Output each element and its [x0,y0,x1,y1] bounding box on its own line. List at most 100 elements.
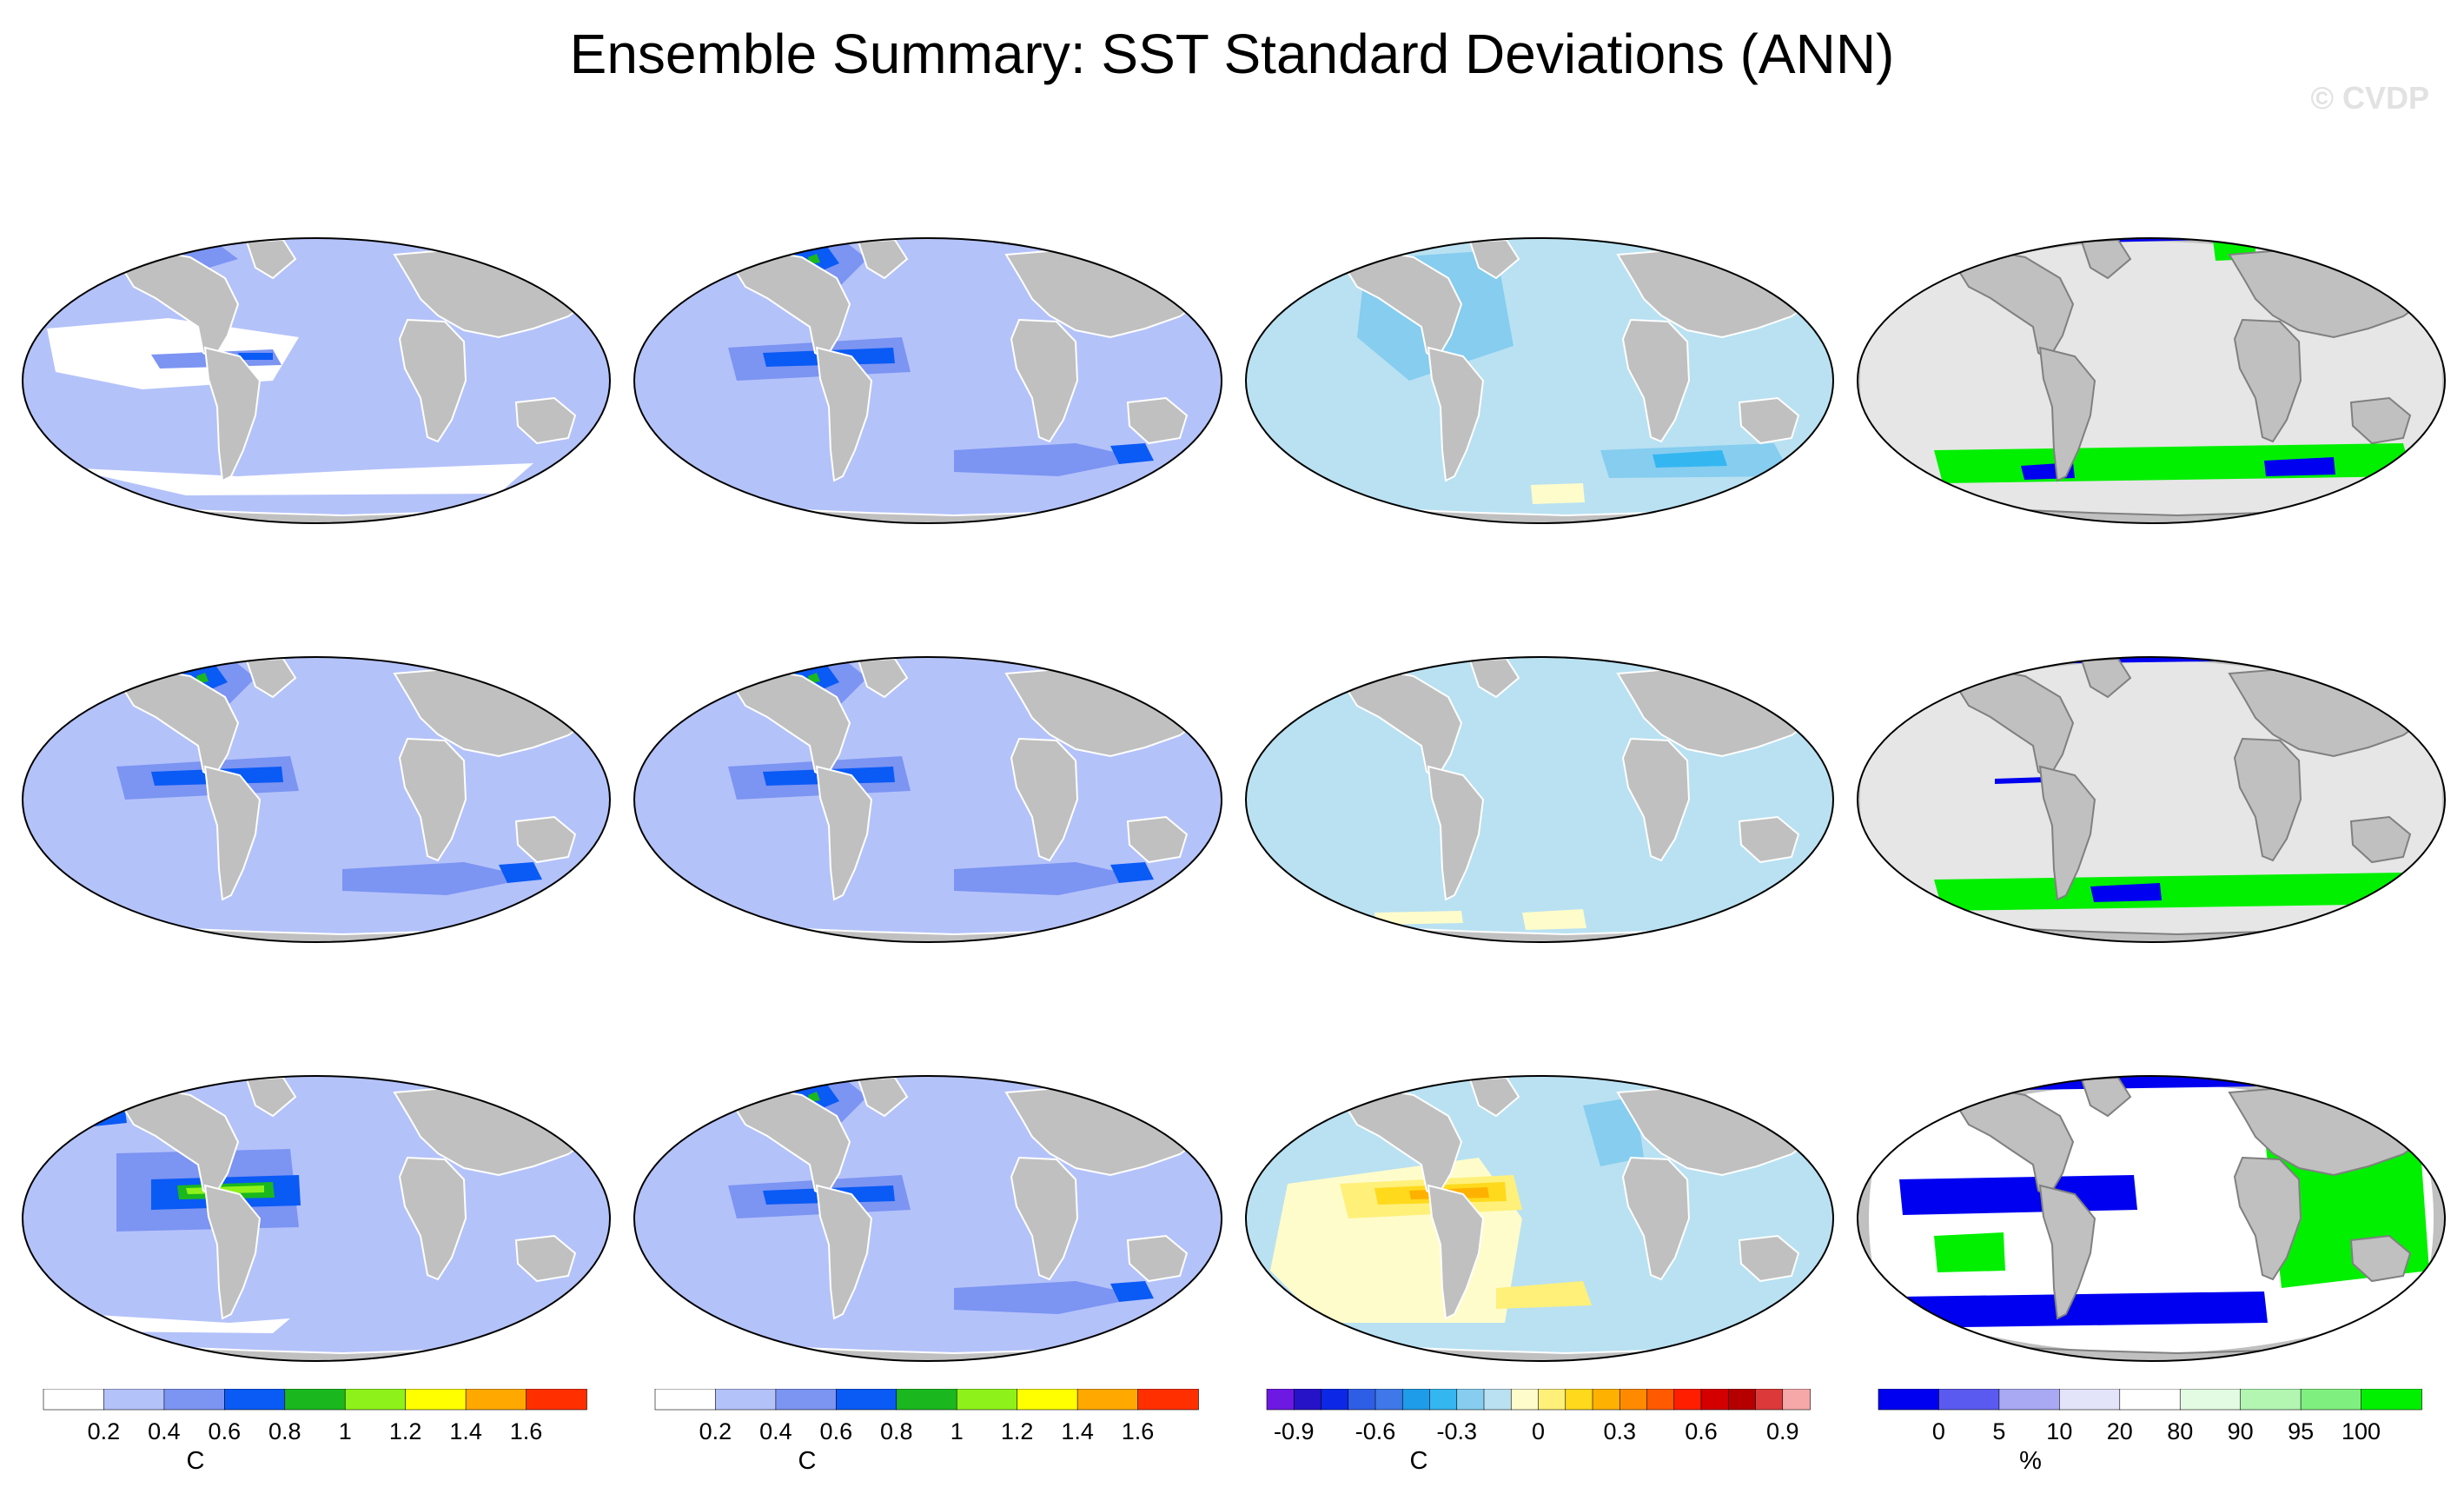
contour-region [1934,1232,2005,1272]
contour-region [2090,883,2162,902]
land-south-america [815,1184,873,1320]
colorbar-tick-label: 0.3 [1603,1418,1636,1444]
colorbar-tick-label: 80 [2167,1418,2193,1444]
contour-region [1522,909,1586,930]
colorbar-tick-label: -0.9 [1274,1418,1315,1444]
colorbar-swatch [1456,1389,1485,1411]
land-africa [398,737,467,862]
land-south-america [203,765,262,901]
land-australia [514,396,577,445]
world-map [1857,237,2446,524]
land-africa [1621,318,1691,443]
colorbar-swatch [896,1389,958,1411]
land-australia [1738,1234,1800,1283]
map-border [22,656,611,943]
colorbar-tick-label: 5 [1992,1418,2005,1444]
colorbar-swatch [1878,1389,1940,1411]
land-africa [1010,1156,1079,1281]
contour-region [1496,217,1618,235]
colorbar-swatch [224,1389,286,1411]
colorbar-swatch [1321,1389,1349,1411]
colorbar-swatch [43,1389,105,1411]
colorbar-units: C [1410,1447,1428,1475]
land-australia [2349,396,2412,445]
world-map [1857,656,2446,943]
contour-region [238,353,273,360]
colorbar-swatch [1348,1389,1376,1411]
colorbar-swatch [1592,1389,1621,1411]
contour-region [2021,657,2264,664]
colorbar-units: C [798,1447,817,1475]
colorbar-swatch [1538,1389,1566,1411]
colorbar-tick-label: 0.8 [880,1418,913,1444]
land-africa [398,1156,467,1281]
world-map [633,237,1222,524]
colorbar-tick-label: 100 [2341,1418,2381,1444]
land-south-america [1427,765,1485,901]
colorbar-swatch [163,1389,226,1411]
colorbar-tick-label: 1 [339,1418,352,1444]
colorbar-tick-label: 0.6 [209,1418,242,1444]
colorbar-tick-label: 1.2 [1001,1418,1034,1444]
land-africa [2233,318,2302,443]
contour-region [808,1092,820,1102]
colorbar-swatch [526,1389,587,1411]
colorbar-swatch [1266,1389,1295,1411]
contour-region [1531,483,1585,504]
land-australia [1738,396,1800,445]
colorbar-swatch [1782,1389,1811,1411]
map-border [1857,656,2446,943]
colorbar-units: C [187,1447,205,1475]
land-africa [2233,737,2302,862]
contour-region [808,254,820,264]
contour-region [1899,1291,2268,1328]
contour-region [1496,1281,1592,1309]
world-map [1245,656,1834,943]
figure-title: Ensemble Summary: SST Standard Deviation… [569,23,1895,85]
land-australia [2349,815,2412,864]
contour-region [1110,1281,1154,1302]
contour-region [954,862,1145,895]
map-border [22,1075,611,1362]
contour-region [196,673,209,683]
colorbar-tick-label: 90 [2228,1418,2254,1444]
contour-region [954,443,1145,476]
land-south-america [1427,1184,1485,1320]
map-border [633,656,1222,943]
land-south-america [2038,346,2096,482]
colorbar-swatch [2179,1389,2242,1411]
colorbar-tick-label: 1.4 [1061,1418,1094,1444]
colorbar-swatch [775,1389,838,1411]
map-panel [624,539,1232,973]
land-south-america [815,765,873,901]
colorbar-swatch [2059,1389,2121,1411]
colorbar-swatch [1429,1389,1458,1411]
contour-region [1110,443,1154,464]
colorbar-swatch [1017,1389,1078,1411]
land-australia [2349,1234,2412,1283]
map-border [633,237,1222,524]
contour-region [1995,777,2047,784]
contour-region [1110,862,1154,883]
map-panel [12,958,620,1392]
map-panel [1847,120,2455,554]
land-africa [1010,737,1079,862]
world-map [1245,1075,1834,1362]
map-border [1857,1075,2446,1362]
colorbar-swatch [715,1389,777,1411]
land-australia [514,1234,577,1283]
colorbar-tick-label: 0.4 [759,1418,792,1444]
colorbar-tick-label: -0.3 [1436,1418,1477,1444]
contour-region [1653,450,1727,468]
colorbar-swatch [1646,1389,1675,1411]
colorbar: 0.2 0.4 0.6 0.8 1 1.2 1.4 1.6 C [43,1389,587,1475]
world-map [22,1075,611,1362]
colorbar-tick-label: 95 [2288,1418,2314,1444]
colorbar-swatch [1510,1389,1540,1411]
contour-region [82,1314,290,1333]
land-australia [1126,396,1189,445]
colorbar-swatch [836,1389,898,1411]
contour-region [808,673,820,683]
contour-region [342,862,533,895]
colorbar: 0 5 10 20 80 90 95 100% [1878,1389,2422,1475]
